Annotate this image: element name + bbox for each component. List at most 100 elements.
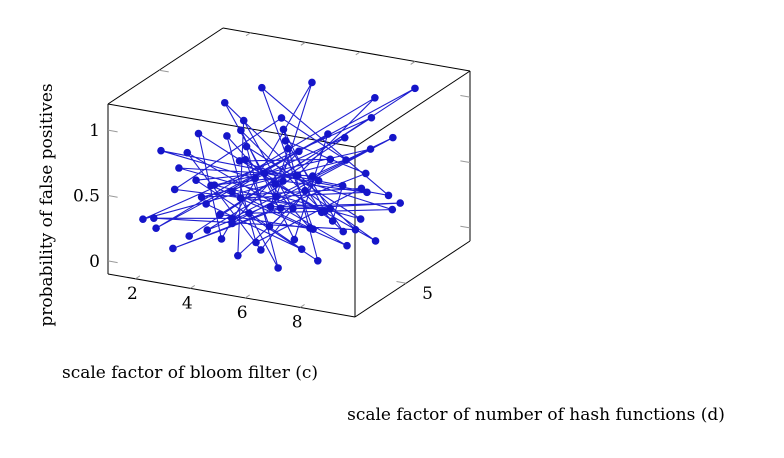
data-point bbox=[326, 204, 335, 213]
data-points bbox=[139, 78, 419, 272]
data-point bbox=[252, 238, 260, 247]
data-point bbox=[314, 176, 323, 185]
data-point bbox=[284, 144, 292, 153]
data-point bbox=[411, 84, 419, 93]
box-edge bbox=[107, 27, 224, 105]
data-point bbox=[217, 235, 226, 243]
data-point bbox=[396, 199, 405, 207]
x-tick-label: 4 bbox=[182, 293, 193, 313]
data-point bbox=[292, 171, 301, 180]
y-axis-label: scale factor of number of hash functions… bbox=[347, 405, 725, 425]
z-tick-label: 0.5 bbox=[73, 187, 100, 207]
data-point bbox=[266, 203, 275, 211]
data-point bbox=[289, 204, 297, 213]
x-tick-top bbox=[300, 41, 306, 46]
tick-labels: 2 4 6 8 5 0 0.5 1 bbox=[73, 121, 433, 332]
data-point bbox=[157, 146, 165, 155]
data-point bbox=[216, 210, 224, 219]
data-point bbox=[388, 205, 397, 214]
data-point bbox=[194, 129, 203, 138]
data-point bbox=[203, 226, 212, 234]
data-point bbox=[175, 164, 183, 172]
data-point bbox=[192, 176, 200, 185]
data-point bbox=[258, 83, 266, 92]
y-tick bbox=[396, 281, 407, 284]
data-point bbox=[271, 180, 279, 188]
data-point bbox=[356, 215, 365, 223]
data-point bbox=[150, 214, 158, 223]
data-point bbox=[361, 169, 370, 178]
y-tick-label: 5 bbox=[422, 284, 433, 304]
data-point bbox=[185, 232, 193, 240]
data-point bbox=[338, 181, 347, 190]
data-point bbox=[265, 222, 274, 231]
data-point bbox=[328, 217, 337, 225]
z-tick-right bbox=[460, 94, 471, 98]
x-tick bbox=[299, 304, 305, 308]
data-point bbox=[239, 116, 248, 125]
data-point bbox=[290, 235, 299, 244]
box-edge bbox=[354, 70, 471, 148]
box-edge bbox=[222, 27, 471, 72]
x-tick-top bbox=[410, 61, 416, 65]
data-point bbox=[152, 224, 160, 233]
data-point bbox=[260, 169, 269, 178]
data-point bbox=[236, 194, 245, 202]
data-point bbox=[202, 200, 210, 208]
data-point bbox=[245, 209, 253, 217]
data-point bbox=[228, 219, 236, 228]
z-tick bbox=[107, 129, 118, 133]
x-tick bbox=[190, 284, 196, 289]
data-point bbox=[324, 130, 332, 138]
x-tick-top bbox=[355, 51, 361, 56]
data-point bbox=[367, 113, 376, 122]
y-tick-top bbox=[159, 69, 169, 73]
data-point bbox=[340, 133, 349, 142]
data-point bbox=[228, 187, 236, 196]
axis-ticks bbox=[107, 32, 471, 308]
data-point bbox=[272, 193, 281, 201]
z-axis-label: probability of false positives bbox=[37, 83, 57, 326]
z-tick-label: 1 bbox=[89, 121, 100, 141]
data-point bbox=[339, 227, 348, 236]
x-tick bbox=[244, 294, 250, 299]
box-edge bbox=[107, 273, 356, 318]
data-point bbox=[235, 157, 244, 165]
data-point bbox=[326, 155, 335, 164]
data-point bbox=[197, 193, 206, 201]
plot-box bbox=[107, 27, 471, 318]
data-point bbox=[389, 133, 397, 142]
data-point bbox=[170, 185, 179, 194]
box-edge bbox=[107, 103, 356, 148]
data-point bbox=[241, 155, 250, 164]
data-point bbox=[295, 147, 303, 156]
data-point bbox=[314, 256, 322, 265]
data-point bbox=[297, 245, 306, 253]
data-point bbox=[308, 78, 316, 87]
data-point bbox=[242, 142, 251, 151]
z-tick-right bbox=[460, 160, 471, 164]
data-point bbox=[169, 244, 177, 253]
data-point bbox=[276, 204, 285, 212]
data-point bbox=[279, 177, 287, 185]
z-tick bbox=[107, 195, 118, 198]
data-point bbox=[343, 241, 351, 250]
data-point bbox=[357, 184, 366, 193]
data-point bbox=[342, 156, 350, 164]
data-point bbox=[301, 186, 309, 195]
data-point bbox=[277, 114, 286, 122]
z-tick-label: 0 bbox=[89, 252, 100, 272]
data-point bbox=[223, 132, 231, 140]
data-point bbox=[139, 215, 147, 224]
data-point bbox=[257, 246, 265, 254]
data-point bbox=[371, 94, 379, 102]
box-edge bbox=[354, 240, 471, 318]
x-tick-top bbox=[245, 32, 251, 37]
data-point bbox=[371, 237, 380, 245]
data-point bbox=[281, 137, 290, 145]
data-point bbox=[363, 188, 371, 197]
data-point bbox=[366, 145, 375, 153]
x-tick-label: 6 bbox=[237, 303, 248, 323]
data-point bbox=[234, 251, 242, 260]
